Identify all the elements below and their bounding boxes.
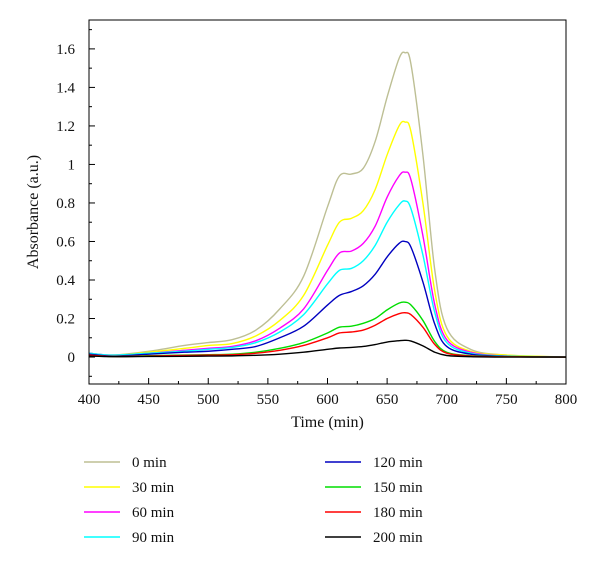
legend-label: 90 min	[132, 530, 175, 546]
y-tick-label: 0.6	[56, 234, 75, 250]
legend-item: 90 min	[84, 530, 175, 546]
legend-item: 200 min	[325, 530, 423, 546]
y-tick-label: 0	[68, 350, 76, 366]
series-line-6	[88, 311, 567, 358]
legend-label: 180 min	[373, 505, 423, 521]
legend-item: 0 min	[84, 455, 167, 471]
legend-label: 30 min	[132, 480, 175, 496]
legend-label: 150 min	[373, 480, 423, 496]
x-tick-label: 700	[436, 392, 459, 408]
x-axis-title: Time (min)	[291, 414, 364, 431]
y-tick-label: 1.4	[56, 80, 75, 96]
legend-item: 30 min	[84, 480, 175, 496]
series-line-2	[88, 171, 567, 358]
y-tick-label: 0.4	[56, 273, 75, 289]
legend-label: 120 min	[373, 455, 423, 471]
y-tick-label: 1	[68, 157, 76, 173]
x-tick-label: 500	[197, 392, 220, 408]
x-axis: 400 450 500 550 600 650 700 750 800	[78, 378, 578, 408]
series-line-0	[88, 51, 567, 358]
y-axis-title: Absorbance (a.u.)	[25, 155, 42, 269]
y-tick-label: 0.8	[56, 196, 75, 212]
legend-item: 180 min	[325, 505, 423, 521]
x-tick-label: 800	[555, 392, 578, 408]
x-tick-label: 450	[137, 392, 160, 408]
series-line-3	[88, 200, 567, 358]
y-tick-label: 1.6	[56, 42, 75, 58]
legend-item: 150 min	[325, 480, 423, 496]
x-tick-label: 600	[316, 392, 339, 408]
x-tick-label: 400	[78, 392, 101, 408]
series-line-4	[88, 240, 567, 358]
series-line-1	[88, 120, 567, 358]
y-tick-label: 0.2	[56, 312, 75, 328]
y-axis: 0 0.2 0.4 0.6 0.8 1 1.2 1.4 1.6	[56, 29, 95, 377]
x-tick-label: 550	[257, 392, 280, 408]
legend-label: 0 min	[132, 455, 167, 471]
legend-item: 120 min	[325, 455, 423, 471]
legend: 0 min 30 min 60 min 90 min 120 min 150 min 180…	[84, 455, 423, 546]
legend-item: 60 min	[84, 505, 175, 521]
y-tick-label: 1.2	[56, 119, 75, 135]
x-tick-label: 650	[376, 392, 399, 408]
plot-area	[88, 19, 567, 385]
x-tick-label: 750	[495, 392, 518, 408]
plot-frame	[88, 19, 567, 385]
series-line-7	[88, 339, 567, 358]
legend-label: 200 min	[373, 530, 423, 546]
legend-label: 60 min	[132, 505, 175, 521]
